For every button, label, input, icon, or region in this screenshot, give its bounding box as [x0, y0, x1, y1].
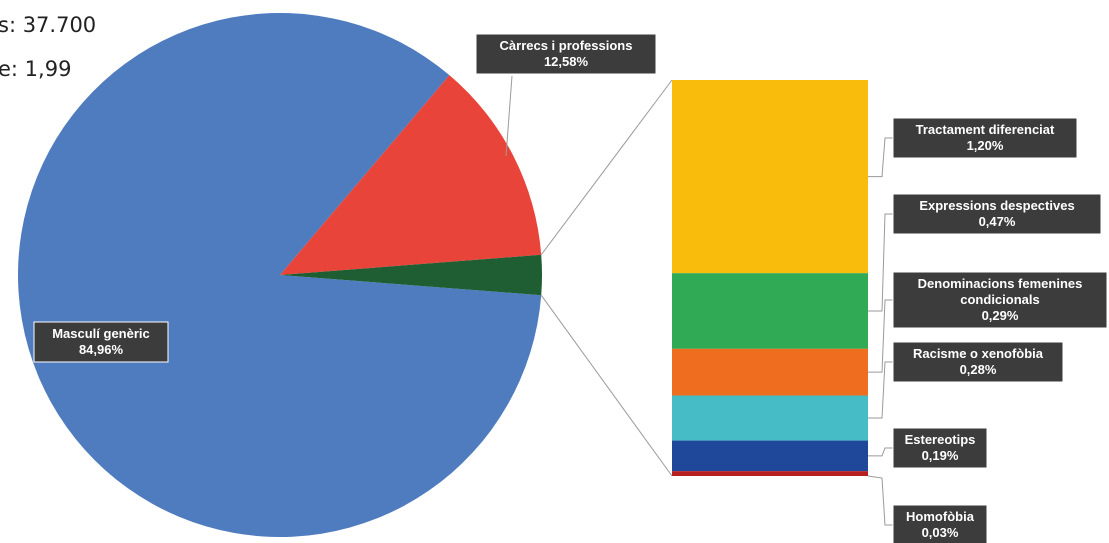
- label-homofobia-leader: [867, 475, 893, 526]
- connector-bottom: [540, 294, 673, 477]
- label-racisme-o-xenofobia-leader: [868, 361, 893, 419]
- label-homofobia-name: Homofòbia: [906, 509, 975, 524]
- label-carrecs-i-professions-name: Càrrecs i professions: [500, 38, 633, 53]
- label-estereotips-box: [892, 427, 988, 469]
- stacked-bar: [672, 80, 868, 476]
- label-expressions-despectives-name: Expressions despectives: [919, 198, 1074, 213]
- label-racisme-o-xenofobia-box: [892, 341, 1064, 383]
- bar-segment-homofobia: [672, 471, 868, 476]
- label-racisme-o-xenofobia-value: 0,28%: [960, 362, 997, 377]
- label-homofobia-value: 0,03%: [922, 525, 959, 540]
- pie-slice-masculi-generic: [18, 13, 542, 538]
- label-denominacions-femenines-condicionals-box: [892, 271, 1108, 329]
- bar-segment-racisme-o-xenofobia: [672, 395, 868, 441]
- connector-top: [540, 79, 673, 256]
- pie: [18, 13, 543, 538]
- pie-slice-carrecs-i-professions: [280, 75, 542, 275]
- label-estereotips-name: Estereotips: [905, 432, 976, 447]
- label-carrecs-i-professions-value: 12,58%: [544, 54, 589, 69]
- label-estereotips-value: 0,19%: [922, 448, 959, 463]
- label-denominacions-femenines-condicionals-value: 0,29%: [982, 308, 1019, 323]
- bar-segment-tractament-diferenciat: [672, 80, 868, 274]
- label-masculi-generic-value: 84,96%: [79, 342, 124, 357]
- header-line-1: s: 37.700: [0, 13, 96, 37]
- label-homofobia-box: [892, 504, 988, 543]
- bar-segment-estereotips: [672, 440, 868, 472]
- bar-segment-denominacions-femenines-condicionals: [672, 348, 868, 396]
- label-tractament-diferenciat-leader: [868, 137, 893, 178]
- bar-segment-expressions-despectives: [672, 273, 868, 349]
- label-masculi-generic-box: [33, 321, 169, 363]
- label-masculi-generic-name: Masculí genèric: [52, 326, 150, 341]
- label-carrecs-i-professions-box: [475, 33, 657, 75]
- pie-slice-slice-2: [280, 254, 543, 296]
- label-racisme-o-xenofobia-name: Racisme o xenofòbia: [913, 346, 1044, 361]
- label-estereotips-leader: [868, 447, 893, 457]
- label-tractament-diferenciat-value: 1,20%: [967, 138, 1004, 153]
- label-expressions-despectives-box: [892, 193, 1102, 235]
- label-tractament-diferenciat-name: Tractament diferenciat: [916, 122, 1055, 137]
- label-denominacions-femenines-condicionals-name: condicionals: [960, 292, 1039, 307]
- label-expressions-despectives-value: 0,47%: [979, 214, 1016, 229]
- label-carrecs-i-professions-leader: [505, 75, 513, 157]
- header-line-2: e: 1,99: [0, 57, 71, 81]
- pie-to-bar-connectors: [540, 79, 673, 477]
- label-denominacions-femenines-condicionals-leader: [868, 299, 893, 373]
- label-tractament-diferenciat-box: [892, 117, 1078, 159]
- label-expressions-despectives-leader: [868, 213, 893, 312]
- label-denominacions-femenines-condicionals-name: Denominacions femenines: [918, 276, 1083, 291]
